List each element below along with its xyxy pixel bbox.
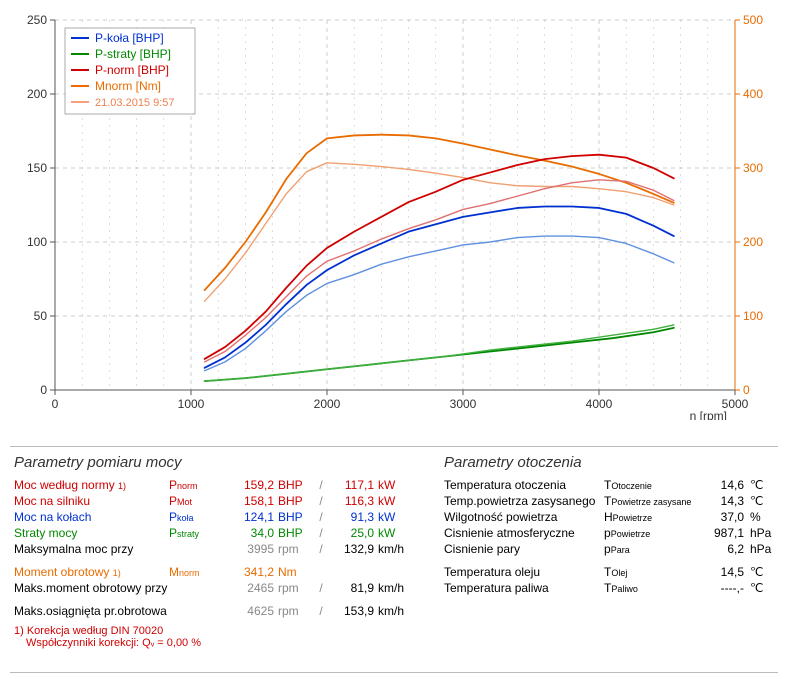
param-row: Maks.osiągnięta pr.obrotowa4625rpm/153,9… — [10, 603, 420, 619]
power-params-panel: Parametry pomiaru mocy Moc według normy … — [10, 450, 420, 649]
svg-text:400: 400 — [743, 87, 763, 101]
param-row: Moc według normy 1)Pnorm159,2BHP/117,1kW — [10, 477, 420, 493]
env-row: Temp.powietrza zasysanegoTPowietrze zasy… — [440, 493, 780, 509]
param-row: Moc na silnikuPMot158,1BHP/116,3kW — [10, 493, 420, 509]
svg-text:300: 300 — [743, 161, 763, 175]
env-row: Wilgotność powietrzaHPowietrze37,0% — [440, 509, 780, 525]
svg-text:100: 100 — [27, 235, 47, 249]
chart-svg: 0 50 100 150 200 250 0 100 200 300 400 500 0 1000 2000… — [10, 10, 778, 420]
svg-text:2000: 2000 — [314, 397, 341, 411]
svg-text:200: 200 — [743, 235, 763, 249]
svg-text:100: 100 — [743, 309, 763, 323]
svg-text:0: 0 — [743, 383, 750, 397]
svg-text:1000: 1000 — [178, 397, 205, 411]
param-row: Moc na kołachPkoła124,1BHP/91,3kW — [10, 509, 420, 525]
svg-text:P-koła [BHP]: P-koła [BHP] — [95, 31, 164, 45]
param-row: Straty mocyPstraty34,0BHP/25,0kW — [10, 525, 420, 541]
env-row: Temperatura olejuTOlej14,5℃ — [440, 564, 780, 580]
svg-text:0: 0 — [52, 397, 59, 411]
dyno-chart: 0 50 100 150 200 250 0 100 200 300 400 500 0 1000 2000… — [10, 10, 778, 440]
power-params-title: Parametry pomiaru mocy — [14, 454, 420, 471]
svg-text:n [rpm]: n [rpm] — [690, 409, 727, 420]
env-row: Temperatura paliwaTPaliwo----,-℃ — [440, 580, 780, 596]
svg-text:3000: 3000 — [450, 397, 477, 411]
parameters-section: Parametry pomiaru mocy Moc według normy … — [10, 450, 778, 649]
param-row: Maks.moment obrotowy przy2465rpm/81,9km/… — [10, 580, 420, 596]
divider-bottom — [10, 672, 778, 673]
param-row: Moment obrotowy 1)Mnorm341,2Nm — [10, 564, 420, 580]
divider-top — [10, 446, 778, 447]
svg-text:21.03.2015 9:57: 21.03.2015 9:57 — [95, 97, 175, 109]
svg-text:4000: 4000 — [586, 397, 613, 411]
env-params-title: Parametry otoczenia — [444, 454, 780, 471]
svg-text:150: 150 — [27, 161, 47, 175]
svg-text:50: 50 — [34, 309, 48, 323]
svg-text:Mnorm [Nm]: Mnorm [Nm] — [95, 79, 161, 93]
svg-text:0: 0 — [40, 383, 47, 397]
param-row: Maksymalna moc przy3995rpm/132,9km/h — [10, 541, 420, 557]
env-row: Cisnienie atmosferycznepPowietrze987,1hP… — [440, 525, 780, 541]
env-row: Temperatura otoczeniaTOtoczenie14,6℃ — [440, 477, 780, 493]
footnote-1: 1) Korekcja według DIN 70020 Współczynni… — [10, 625, 420, 649]
svg-text:250: 250 — [27, 13, 47, 27]
svg-text:P-straty [BHP]: P-straty [BHP] — [95, 47, 171, 61]
svg-text:500: 500 — [743, 13, 763, 27]
svg-text:200: 200 — [27, 87, 47, 101]
svg-text:P-norm [BHP]: P-norm [BHP] — [95, 63, 169, 77]
env-row: Cisnienie parypPara6,2hPa — [440, 541, 780, 557]
env-params-panel: Parametry otoczenia Temperatura otoczeni… — [430, 450, 780, 649]
